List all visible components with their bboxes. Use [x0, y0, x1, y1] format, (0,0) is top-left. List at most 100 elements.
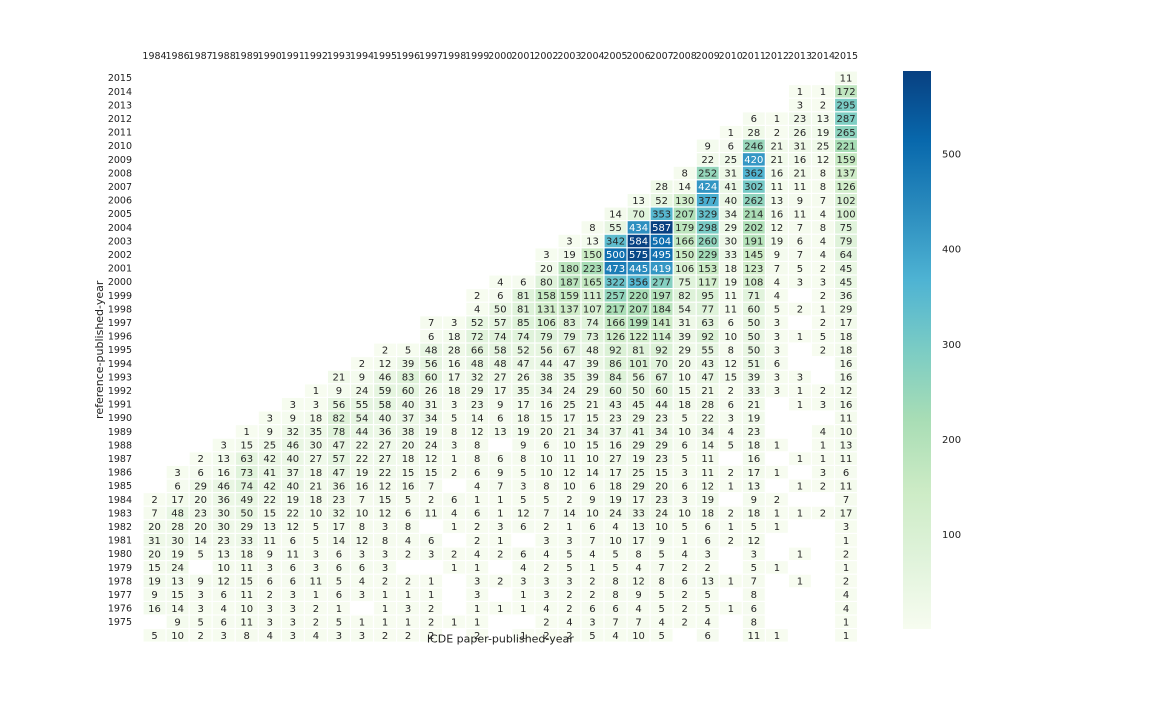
heatmap-cell: [235, 561, 258, 574]
y-tick-label: 2011: [108, 128, 132, 139]
cell-value-label: 287: [836, 114, 855, 125]
cell-value-label: 16: [771, 209, 784, 220]
cell-value-label: 23: [333, 495, 346, 506]
cell-value-label: 2: [359, 359, 365, 370]
cell-value-label: 1: [797, 577, 803, 588]
cell-value-label: 32: [333, 509, 346, 520]
heatmap-cell: [397, 479, 419, 492]
y-tick-labels: 2015201420132012201120102009200820072006…: [108, 73, 132, 628]
heatmap-cell: [397, 452, 419, 465]
heatmap-cell: [627, 506, 650, 520]
cell-value-label: 9: [151, 590, 157, 601]
heatmap-cell: [558, 493, 581, 506]
cell-value-label: 3: [313, 400, 319, 411]
cell-value-label: 11: [425, 509, 438, 520]
heatmap-cell: [304, 561, 327, 574]
heatmap-cell: [304, 425, 327, 438]
cell-value-label: 9: [751, 495, 757, 506]
cell-value-label: 159: [836, 155, 855, 166]
x-tick-label: 1984: [142, 51, 166, 62]
cell-value-label: 5: [151, 631, 157, 642]
cell-value-label: 13: [263, 522, 276, 533]
cell-value-label: 30: [724, 237, 737, 248]
cell-value-label: 29: [632, 481, 645, 492]
heatmap-cell: [812, 343, 834, 356]
cell-value-label: 10: [240, 604, 253, 615]
cell-value-label: 79: [563, 332, 576, 343]
heatmap-cell: [466, 398, 489, 411]
heatmap-cell: [420, 574, 443, 588]
cell-value-label: 75: [678, 277, 691, 288]
cell-value-label: 2: [428, 617, 434, 628]
heatmap-cell: [304, 615, 327, 628]
heatmap-cell: [604, 629, 627, 642]
cell-value-label: 1: [774, 468, 780, 479]
heatmap-cell: [719, 166, 742, 180]
heatmap-cell: [535, 506, 558, 520]
cell-value-label: 11: [701, 454, 714, 465]
cell-value-label: 6: [705, 522, 711, 533]
cell-value-label: 3: [313, 563, 319, 574]
heatmap-cell: [835, 561, 857, 574]
heatmap-cell: [374, 561, 396, 574]
heatmap-cell: [143, 588, 166, 601]
heatmap-cell: [812, 139, 834, 152]
heatmap-cell: [258, 452, 281, 465]
heatmap-cell: [281, 615, 304, 628]
heatmap-cell: [604, 234, 627, 248]
heatmap-cell: [466, 602, 489, 615]
heatmap-cell: [143, 493, 166, 506]
heatmap-cell: [512, 411, 535, 424]
heatmap-cell: [650, 466, 673, 479]
heatmap-cell: [351, 411, 373, 424]
cell-value-label: 14: [171, 604, 184, 615]
heatmap-cell: [719, 370, 742, 384]
heatmap-cell: [812, 316, 834, 329]
heatmap-cell: [374, 411, 396, 424]
cell-value-label: 15: [655, 468, 668, 479]
heatmap-cell: [696, 194, 719, 207]
cell-value-label: 12: [425, 454, 438, 465]
heatmap-cell: [789, 262, 811, 275]
cell-value-label: 2: [382, 345, 388, 356]
cell-value-label: 1: [382, 604, 388, 615]
cell-value-label: 74: [517, 332, 530, 343]
heatmap-cell: [304, 574, 327, 588]
cell-value-label: 3: [267, 563, 273, 574]
cell-value-label: 2: [566, 604, 572, 615]
cell-value-label: 3: [681, 468, 687, 479]
heatmap-cell: [627, 547, 650, 560]
cell-value-label: 4: [543, 549, 549, 560]
heatmap-cell: [304, 466, 327, 479]
cell-value-label: 150: [675, 250, 694, 261]
cell-value-label: 22: [356, 441, 369, 452]
heatmap-cell: [742, 629, 765, 642]
cell-value-label: 6: [267, 577, 273, 588]
heatmap-cell: [558, 425, 581, 438]
heatmap-cell: [604, 370, 627, 384]
heatmap-cell: [512, 275, 535, 288]
heatmap-cell: [627, 452, 650, 465]
cell-value-label: 5: [405, 345, 411, 356]
cell-value-label: 48: [171, 509, 184, 520]
heatmap-cell: [512, 398, 535, 411]
heatmap-cell: [535, 574, 558, 588]
cell-value-label: 3: [774, 345, 780, 356]
cell-value-label: 21: [701, 386, 714, 397]
heatmap-cell: [765, 330, 788, 343]
heatmap-cell: [397, 438, 419, 452]
heatmap-cell: [719, 357, 742, 370]
heatmap-cell: [189, 479, 212, 492]
heatmap-cell: [558, 452, 581, 465]
heatmap-cell: [374, 534, 396, 547]
heatmap-cell: [604, 534, 627, 547]
cell-value-label: 17: [632, 536, 645, 547]
cell-value-label: 4: [612, 522, 618, 533]
heatmap-cell: [328, 534, 350, 547]
heatmap-cell: [650, 493, 673, 506]
heatmap-cell: [535, 615, 558, 628]
cell-value-label: 41: [632, 427, 645, 438]
cell-value-label: 342: [606, 237, 625, 248]
heatmap-cell: [143, 547, 166, 560]
cell-value-label: 1: [497, 509, 503, 520]
